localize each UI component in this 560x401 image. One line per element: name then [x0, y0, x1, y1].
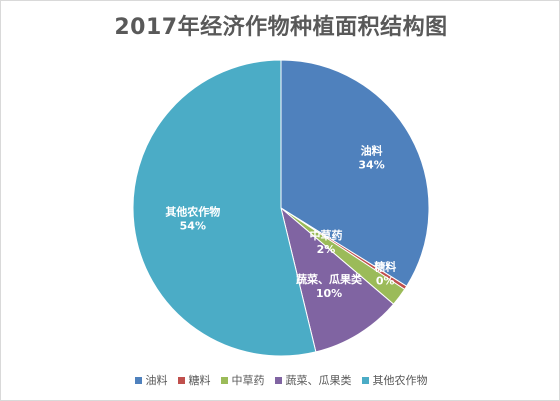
slice-category-label-3: 蔬菜、瓜果类	[296, 272, 363, 286]
slice-value-label-3: 10%	[316, 287, 342, 300]
legend-label-3: 蔬菜、瓜果类	[285, 374, 352, 387]
legend-swatch-2	[220, 376, 228, 384]
legend-label-4: 其他农作物	[372, 374, 428, 387]
legend-swatch-0	[134, 376, 142, 384]
legend-label-0: 油料	[145, 374, 168, 387]
chart-title: 2017年经济作物种植面积结构图	[114, 15, 448, 40]
slice-category-label-2: 中草药	[309, 228, 342, 242]
slice-category-label-0: 油料	[361, 144, 383, 158]
legend-label-2: 中草药	[231, 374, 265, 387]
legend-swatch-4	[361, 376, 369, 384]
legend: 油料 糖料 中草药 蔬菜、瓜果类 其他农作物	[1, 372, 559, 388]
pie-slice-3	[280, 206, 395, 353]
pie-slice-0	[280, 59, 430, 287]
legend-item-3: 蔬菜、瓜果类	[274, 372, 352, 388]
legend-item-4: 其他农作物	[361, 372, 428, 388]
legend-swatch-3	[274, 376, 282, 384]
pie-slice-4	[132, 59, 317, 357]
legend-swatch-1	[177, 376, 185, 384]
slice-value-label-1: 0%	[376, 274, 395, 287]
legend-item-0: 油料	[134, 372, 168, 388]
slice-value-label-0: 34%	[358, 159, 384, 172]
legend-label-1: 糖料	[188, 374, 211, 387]
slice-value-label-2: 2%	[317, 243, 336, 256]
legend-item-2: 中草药	[220, 372, 265, 388]
pie-slices	[132, 59, 430, 357]
slice-category-label-1: 糖料	[374, 259, 396, 273]
legend-item-1: 糖料	[177, 372, 211, 388]
slice-category-label-4: 其他农作物	[165, 205, 220, 219]
slice-value-label-4: 54%	[180, 220, 206, 233]
